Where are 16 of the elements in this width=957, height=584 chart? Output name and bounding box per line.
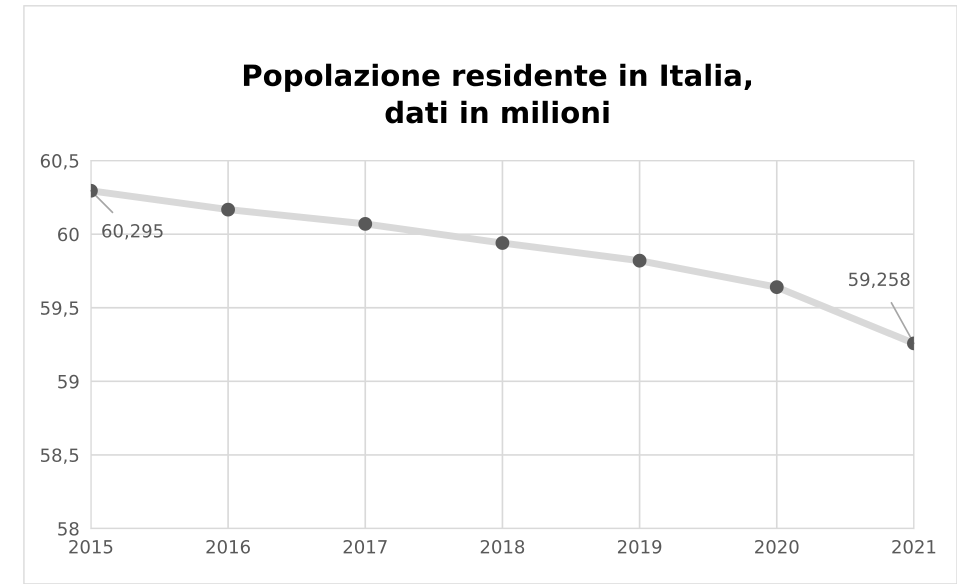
- y-tick-label: 58,5: [40, 448, 78, 464]
- y-tick-label: 60,5: [40, 154, 78, 170]
- y-tick-label: 60: [58, 228, 79, 242]
- x-tick-label: 2020: [755, 540, 799, 554]
- chart-title: Popolazione residente in Italia, dati in milioni: [244, 64, 752, 124]
- annotation: 60,295: [102, 224, 163, 240]
- y-tick-label: 59,5: [40, 301, 78, 317]
- x-tick-label: 2018: [480, 540, 524, 554]
- annotation: 59,258: [849, 272, 910, 288]
- x-tick-label: 2015: [69, 540, 112, 554]
- x-tick-label: 2021: [892, 540, 936, 554]
- x-tick-label: 2016: [206, 540, 250, 554]
- y-tick-label: 59: [58, 374, 79, 388]
- x-tick-label: 2019: [618, 540, 662, 554]
- x-tick-label: 2017: [344, 540, 387, 554]
- y-tick-label: 58: [58, 522, 79, 536]
